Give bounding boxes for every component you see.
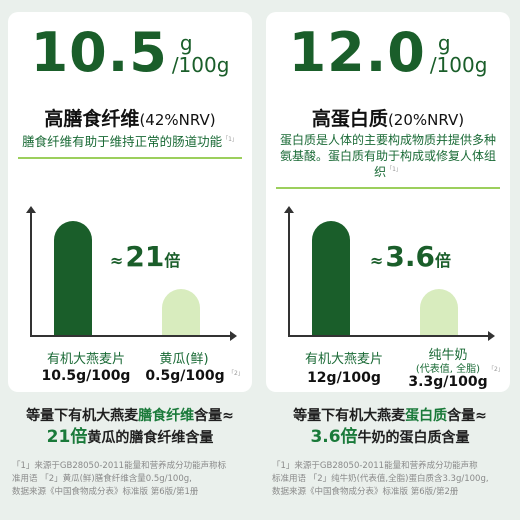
fiber-summary-line1: 等量下有机大燕麦膳食纤维含量≈ bbox=[5, 407, 255, 426]
protein-summary-rest: 牛奶的蛋白质含量 bbox=[357, 429, 470, 446]
protein-ratio-value: 3.6 bbox=[385, 240, 436, 273]
protein-value-milk: 3.3g/100g bbox=[408, 374, 488, 390]
fiber-ratio-suffix: 倍 bbox=[164, 251, 181, 270]
fiber-footnote-3: 数据来源《中国食物成分表》标准版 第6版/第1册 bbox=[12, 486, 199, 497]
fiber-desc-ref: 「1」 bbox=[222, 135, 238, 143]
protein-chart: ≈3.6倍 bbox=[284, 202, 498, 342]
fiber-ratio-value: 21 bbox=[125, 240, 165, 273]
fiber-description: 膳食纤维有助于维持正常的肠道功能「1」 bbox=[18, 134, 242, 159]
fiber-chart: ≈21倍 bbox=[26, 202, 240, 342]
protein-nrv: (20%NRV) bbox=[387, 111, 465, 129]
fiber-label-oats: 有机大燕麦片 bbox=[46, 352, 125, 367]
protein-desc-text: 蛋白质是人体的主要构成物质并提供多种氨基酸。蛋白质有助于构成或修复人体组织 bbox=[279, 133, 496, 180]
protein-summary-times: 3.6倍 bbox=[310, 426, 358, 447]
protein-name: 高蛋白质 bbox=[311, 108, 388, 130]
fiber-unit-per: /100g bbox=[171, 53, 230, 77]
protein-value-oats: 12g/100g bbox=[307, 370, 381, 386]
protein-summary-a: 等量下有机大燕麦 bbox=[293, 408, 406, 424]
protein-unit-g: g bbox=[437, 31, 451, 55]
fiber-x-axis bbox=[30, 331, 237, 341]
fiber-comp-ref: 「2」 bbox=[228, 370, 244, 377]
protein-footnote-3: 数据来源《中国食物成分表》标准版 第6版/第2册 bbox=[272, 486, 459, 497]
protein-footnote-1: 「1」来源于GB28050-2011能量和营养成分功能声称 bbox=[272, 461, 478, 471]
protein-bar-oats bbox=[312, 221, 350, 335]
protein-unit-per: /100g bbox=[429, 53, 488, 77]
fiber-big-number: 10.5 g/100g bbox=[8, 26, 252, 80]
fiber-amount: 10.5 bbox=[30, 21, 168, 84]
protein-footnote: 「1」来源于GB28050-2011能量和营养成分功能声称 标准用语 「2」纯牛… bbox=[272, 460, 512, 498]
fiber-summary-a: 等量下有机大燕麦 bbox=[26, 408, 139, 424]
fiber-title: 高膳食纤维(42%NRV) bbox=[8, 104, 252, 131]
protein-desc-ref: 「1」 bbox=[386, 166, 402, 174]
fiber-summary: 等量下有机大燕麦膳食纤维含量≈ 21倍黄瓜的膳食纤维含量 bbox=[5, 407, 255, 449]
fiber-footnote-1: 「1」来源于GB28050-2011能量和营养成分功能声称标 bbox=[12, 461, 227, 471]
protein-amount: 12.0 bbox=[288, 21, 426, 84]
fiber-footnote: 「1」来源于GB28050-2011能量和营养成分功能声称标 准用语 「2」黄瓜… bbox=[12, 460, 252, 498]
fiber-label-cucumber: 黄瓜(鲜) bbox=[159, 352, 209, 367]
protein-comp-ref: 「2」 bbox=[488, 366, 504, 373]
protein-bar-milk bbox=[420, 289, 458, 335]
protein-card: 12.0 g/100g 高蛋白质(20%NRV) 蛋白质是人体的主要构成物质并提供… bbox=[266, 12, 510, 392]
protein-summary-line2: 3.6倍牛奶的蛋白质含量 bbox=[265, 426, 515, 449]
fiber-value-cucumber: 0.5g/100g bbox=[145, 368, 225, 384]
fiber-ratio-approx: ≈ bbox=[110, 251, 124, 270]
fiber-unit: g/100g bbox=[172, 32, 230, 76]
fiber-summary-times: 21倍 bbox=[46, 426, 88, 447]
protein-sublabel-milk: (代表值, 全脂) bbox=[415, 364, 481, 375]
fiber-nrv: (42%NRV) bbox=[139, 111, 216, 129]
protein-unit: g/100g bbox=[430, 32, 488, 76]
protein-y-axis bbox=[284, 206, 294, 337]
protein-x-axis bbox=[288, 331, 495, 341]
protein-label-milk: 纯牛奶 bbox=[428, 348, 468, 363]
protein-ratio-approx: ≈ bbox=[370, 251, 384, 270]
protein-description: 蛋白质是人体的主要构成物质并提供多种氨基酸。蛋白质有助于构成或修复人体组织「1」 bbox=[276, 132, 500, 189]
protein-big-number: 12.0 g/100g bbox=[266, 26, 510, 80]
fiber-bar-oats bbox=[54, 221, 92, 335]
fiber-bar-cucumber bbox=[162, 289, 200, 335]
protein-ratio: ≈3.6倍 bbox=[370, 240, 451, 273]
protein-summary-line1: 等量下有机大燕麦蛋白质含量≈ bbox=[265, 407, 515, 426]
fiber-summary-line2: 21倍黄瓜的膳食纤维含量 bbox=[5, 426, 255, 449]
fiber-ratio: ≈21倍 bbox=[110, 240, 180, 273]
fiber-name: 高膳食纤维 bbox=[44, 108, 140, 130]
protein-label-oats: 有机大燕麦片 bbox=[304, 352, 383, 367]
fiber-card: 10.5 g/100g 高膳食纤维(42%NRV) 膳食纤维有助于维持正常的肠道功… bbox=[8, 12, 252, 392]
protein-summary-b: 含量≈ bbox=[447, 408, 487, 424]
fiber-value-oats: 10.5g/100g bbox=[41, 368, 131, 384]
fiber-desc-text: 膳食纤维有助于维持正常的肠道功能 bbox=[22, 134, 223, 149]
fiber-summary-b: 含量≈ bbox=[194, 408, 234, 424]
fiber-summary-rest: 黄瓜的膳食纤维含量 bbox=[87, 429, 214, 446]
protein-summary: 等量下有机大燕麦蛋白质含量≈ 3.6倍牛奶的蛋白质含量 bbox=[265, 407, 515, 449]
fiber-unit-g: g bbox=[179, 31, 193, 55]
fiber-footnote-2: 准用语 「2」黄瓜(鲜)膳食纤维含量0.5g/100g, bbox=[12, 473, 192, 484]
protein-footnote-2: 标准用语 「2」纯牛奶(代表值,全脂)蛋白质含3.3g/100g, bbox=[272, 473, 489, 484]
fiber-y-axis bbox=[26, 206, 36, 337]
protein-summary-highlight: 蛋白质 bbox=[405, 408, 448, 424]
protein-title: 高蛋白质(20%NRV) bbox=[266, 104, 510, 131]
fiber-summary-highlight: 膳食纤维 bbox=[138, 408, 195, 424]
protein-ratio-suffix: 倍 bbox=[435, 251, 452, 270]
